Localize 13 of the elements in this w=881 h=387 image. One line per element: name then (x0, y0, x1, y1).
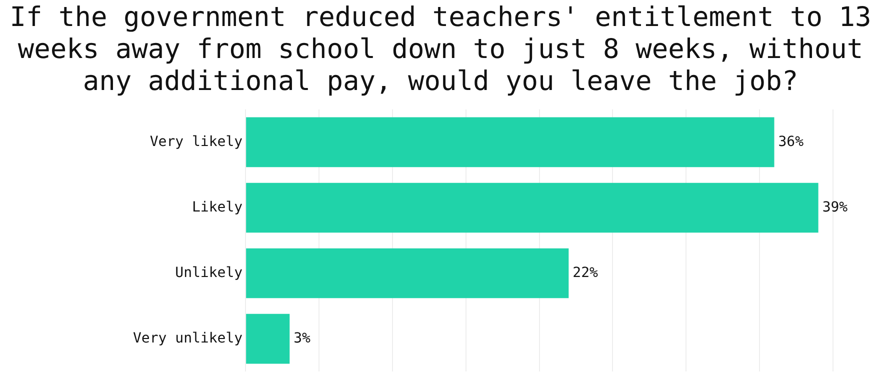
data-label: 3% (294, 330, 312, 346)
bar (246, 248, 569, 298)
data-label: 36% (778, 134, 804, 150)
bar (246, 117, 774, 168)
data-label: 22% (572, 264, 599, 281)
y-tick-label: Unlikely (175, 264, 243, 281)
bar (246, 314, 290, 364)
y-tick-label: Very likely (150, 134, 243, 150)
y-tick-label: Very unlikely (132, 330, 243, 346)
bar (246, 182, 818, 233)
y-tick-label: Likely (192, 199, 243, 216)
data-label: 39% (822, 199, 848, 216)
chart-title: If the government reduced teachers' entitlement to 13 weeks away from school down to just 8 weeks, without any additional pay, would you leave the job? (8, 1, 872, 98)
